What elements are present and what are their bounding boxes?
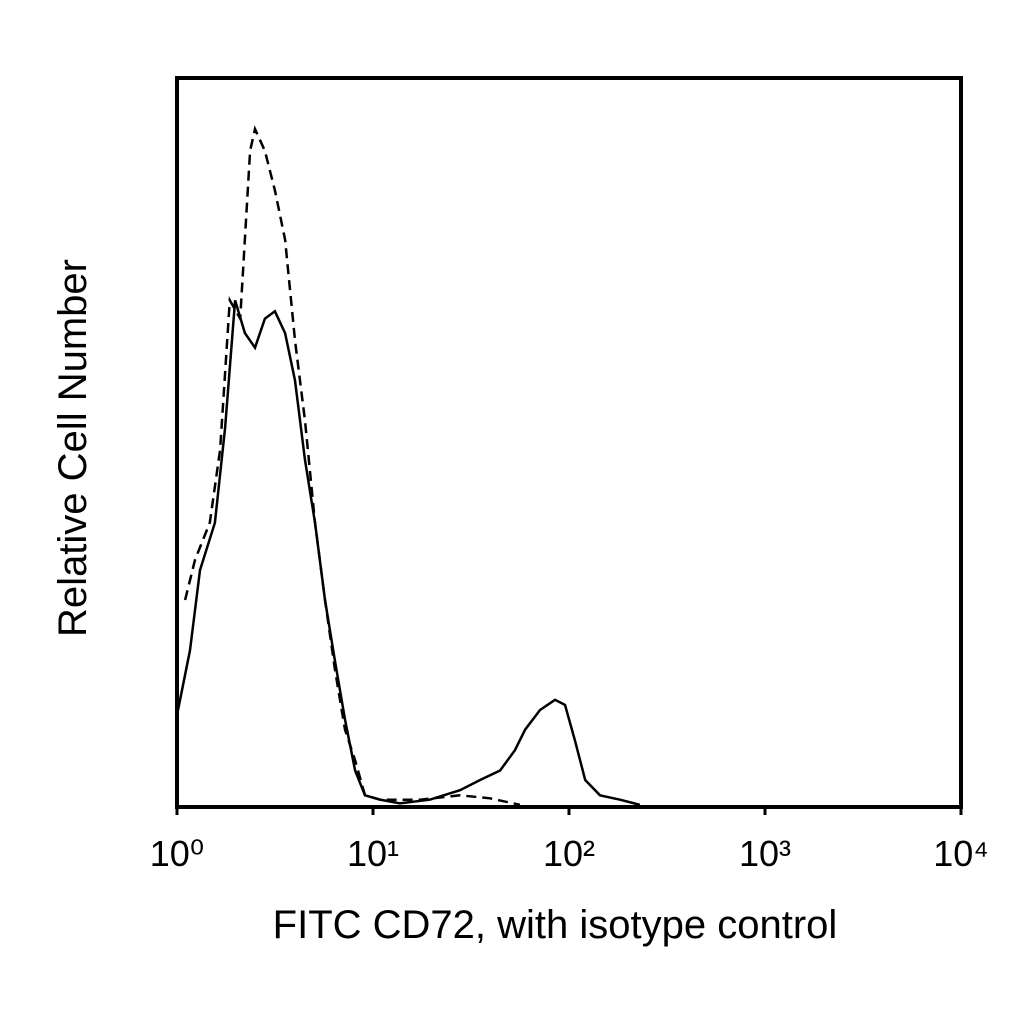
x-tick-label: 10² xyxy=(543,833,595,874)
histogram-line xyxy=(175,299,641,807)
x-tick-label: 10³ xyxy=(739,833,791,874)
plot-frame xyxy=(175,76,963,809)
x-axis-label: FITC CD72, with isotype control xyxy=(273,903,838,947)
histogram-line xyxy=(183,125,521,807)
x-tick-label: 10⁰ xyxy=(150,833,204,874)
x-tick-label: 10¹ xyxy=(347,833,399,874)
x-tick-label: 10⁴ xyxy=(933,833,989,874)
y-axis-label: Relative Cell Number xyxy=(51,259,95,637)
